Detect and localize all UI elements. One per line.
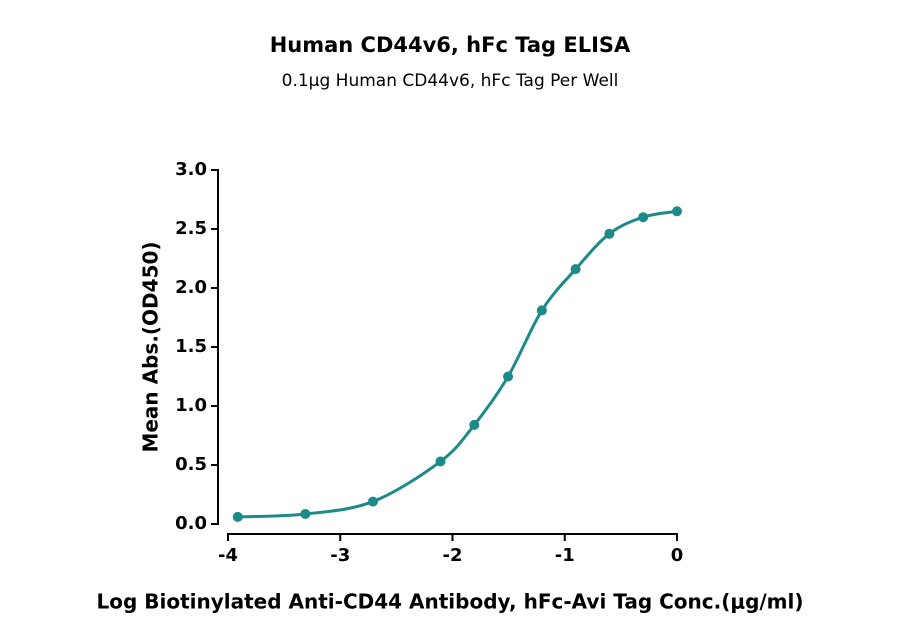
y-tick-label: 0.0 bbox=[175, 513, 207, 534]
data-point bbox=[300, 508, 311, 519]
data-point bbox=[638, 212, 649, 223]
data-point bbox=[672, 206, 682, 217]
data-point bbox=[503, 371, 514, 382]
x-axis-label: Log Biotinylated Anti-CD44 Antibody, hFc… bbox=[96, 590, 803, 614]
data-point bbox=[570, 264, 581, 275]
y-tick-label: 2.0 bbox=[175, 277, 207, 298]
y-tick-label: 0.5 bbox=[175, 454, 207, 475]
y-tick-label: 3.0 bbox=[175, 159, 207, 180]
y-tick-label: 1.0 bbox=[175, 395, 207, 416]
y-tick-label: 2.5 bbox=[175, 218, 207, 239]
x-tick-label: -2 bbox=[443, 545, 463, 566]
chart-subtitle: 0.1μg Human CD44v6, hFc Tag Per Well bbox=[282, 71, 619, 91]
data-point bbox=[367, 496, 378, 507]
data-point bbox=[232, 511, 243, 522]
chart-title: Human CD44v6, hFc Tag ELISA bbox=[270, 33, 631, 57]
x-tick-label: -1 bbox=[555, 545, 575, 566]
series-line bbox=[237, 209, 678, 519]
x-tick-label: -4 bbox=[218, 545, 238, 566]
data-point bbox=[469, 419, 480, 430]
y-tick-label: 1.5 bbox=[175, 336, 207, 357]
x-tick-label: -3 bbox=[330, 545, 350, 566]
y-axis-label: Mean Abs.(OD450) bbox=[139, 241, 163, 452]
data-point bbox=[435, 456, 446, 467]
data-point bbox=[536, 305, 547, 316]
data-point bbox=[604, 228, 615, 239]
x-tick-label: 0 bbox=[671, 545, 684, 566]
